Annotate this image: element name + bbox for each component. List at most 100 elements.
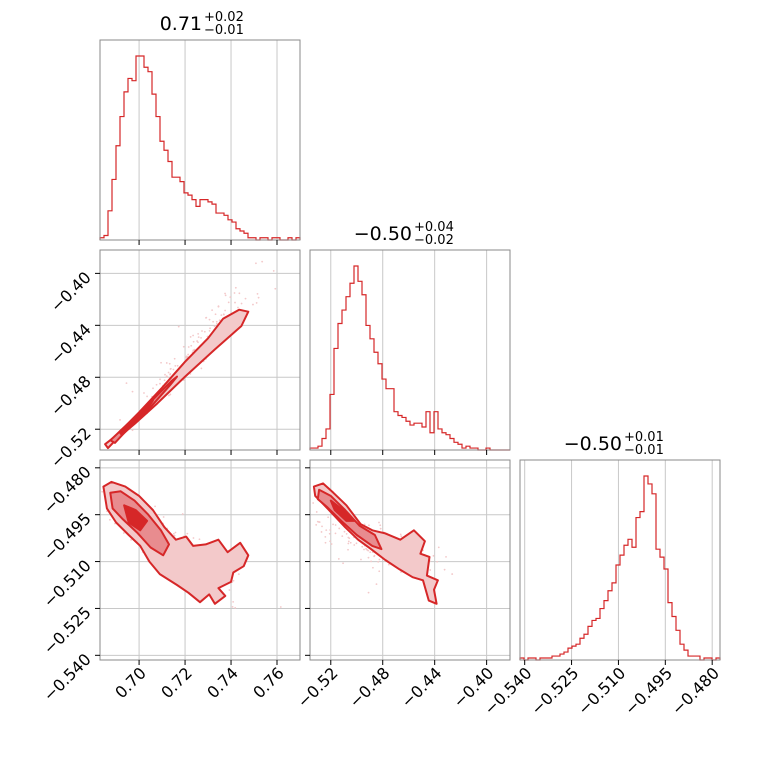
title-minus: −0.01 bbox=[204, 23, 244, 38]
scatter-point bbox=[131, 429, 134, 432]
x-tick-label: −0.495 bbox=[621, 663, 676, 718]
scatter-point bbox=[437, 546, 440, 549]
scatter-point bbox=[215, 320, 218, 323]
scatter-point bbox=[244, 297, 247, 300]
scatter-point bbox=[272, 270, 275, 272]
scatter-point bbox=[169, 373, 172, 375]
scatter-point bbox=[234, 286, 237, 289]
scatter-point bbox=[214, 313, 217, 316]
scatter-point bbox=[101, 490, 104, 493]
scatter-point bbox=[216, 322, 218, 325]
histogram-line bbox=[99, 55, 301, 241]
scatter-point bbox=[172, 532, 175, 535]
scatter-point bbox=[324, 541, 327, 544]
scatter-point bbox=[370, 560, 372, 563]
scatter-point bbox=[198, 538, 201, 541]
scatter-point bbox=[329, 540, 331, 543]
scatter-point bbox=[224, 292, 226, 295]
scatter-point bbox=[119, 419, 121, 421]
scatter-point bbox=[255, 302, 258, 304]
scatter-point bbox=[169, 393, 172, 396]
scatter-point bbox=[429, 569, 432, 571]
scatter-point bbox=[197, 332, 200, 335]
y-tick-label: −0.44 bbox=[47, 320, 95, 368]
scatter-point bbox=[108, 518, 111, 521]
scatter-point bbox=[172, 368, 175, 371]
scatter-point bbox=[155, 383, 158, 386]
scatter-point bbox=[192, 334, 194, 337]
scatter-point bbox=[315, 511, 318, 513]
scatter-point bbox=[187, 346, 190, 348]
scatter-point bbox=[252, 303, 254, 306]
scatter-point bbox=[343, 530, 346, 533]
scatter-point bbox=[229, 296, 232, 299]
panel-frame bbox=[309, 459, 511, 661]
param-title-2: −0.50 +0.01−0.01 bbox=[564, 430, 664, 458]
scatter-point bbox=[379, 527, 382, 530]
scatter-point bbox=[325, 529, 328, 532]
scatter-point bbox=[328, 532, 331, 535]
scatter-point bbox=[159, 382, 161, 385]
scatter-point bbox=[174, 364, 177, 367]
panel-frame bbox=[99, 39, 301, 241]
scatter-point bbox=[317, 521, 320, 523]
scatter-point bbox=[387, 563, 390, 566]
joint-panel-0-1: −0.52−0.48−0.44−0.40 bbox=[47, 249, 301, 472]
scatter-point bbox=[337, 558, 340, 560]
scatter-point bbox=[200, 336, 202, 339]
scatter-point bbox=[165, 375, 168, 378]
scatter-point bbox=[131, 390, 134, 393]
scatter-point bbox=[375, 583, 378, 586]
scatter-point bbox=[197, 341, 199, 344]
scatter-point bbox=[367, 591, 370, 594]
x-tick-label: −0.52 bbox=[294, 663, 342, 711]
scatter-point bbox=[332, 523, 334, 526]
scatter-point bbox=[212, 320, 215, 323]
scatter-point bbox=[232, 579, 235, 582]
scatter-point bbox=[217, 305, 220, 308]
scatter-point bbox=[368, 524, 370, 527]
scatter-point bbox=[192, 537, 195, 539]
scatter-point bbox=[320, 531, 323, 533]
scatter-point bbox=[122, 532, 125, 534]
histogram-panel-0 bbox=[99, 39, 301, 245]
title-value: −0.50 bbox=[354, 223, 412, 245]
scatter-point bbox=[167, 371, 170, 374]
scatter-point bbox=[341, 535, 344, 537]
scatter-point bbox=[369, 551, 372, 554]
contour-inner bbox=[118, 399, 154, 437]
y-tick-label: −0.525 bbox=[40, 603, 95, 658]
scatter-point bbox=[279, 606, 282, 608]
scatter-point bbox=[174, 531, 177, 534]
histogram-line bbox=[309, 265, 510, 451]
scatter-point bbox=[353, 544, 356, 546]
scatter-point bbox=[159, 378, 161, 381]
contour-inner bbox=[329, 499, 356, 522]
title-plus: +0.01 bbox=[624, 430, 664, 445]
scatter-point bbox=[164, 373, 166, 376]
param-title-1: −0.50 +0.04−0.02 bbox=[354, 220, 454, 248]
title-value: −0.50 bbox=[564, 433, 622, 455]
scatter-point bbox=[177, 325, 180, 328]
scatter-point bbox=[342, 562, 344, 565]
x-tick-label: −0.44 bbox=[397, 663, 445, 711]
scatter-point bbox=[365, 547, 367, 550]
scatter-point bbox=[257, 296, 260, 299]
scatter-point bbox=[349, 541, 352, 544]
scatter-point bbox=[211, 309, 214, 311]
scatter-point bbox=[334, 524, 337, 526]
scatter-point bbox=[451, 573, 454, 575]
scatter-point bbox=[238, 292, 241, 295]
scatter-point bbox=[377, 560, 380, 563]
y-tick-label: −0.40 bbox=[47, 268, 95, 316]
x-tick-label: 0.72 bbox=[157, 663, 196, 702]
title-minus: −0.01 bbox=[624, 443, 664, 458]
scatter-point bbox=[190, 344, 193, 347]
scatter-point bbox=[125, 382, 128, 385]
scatter-point bbox=[436, 560, 439, 563]
scatter-point bbox=[233, 292, 236, 294]
title-minus: −0.02 bbox=[414, 233, 454, 248]
scatter-point bbox=[189, 336, 192, 338]
scatter-point bbox=[165, 362, 168, 364]
scatter-point bbox=[162, 516, 165, 518]
